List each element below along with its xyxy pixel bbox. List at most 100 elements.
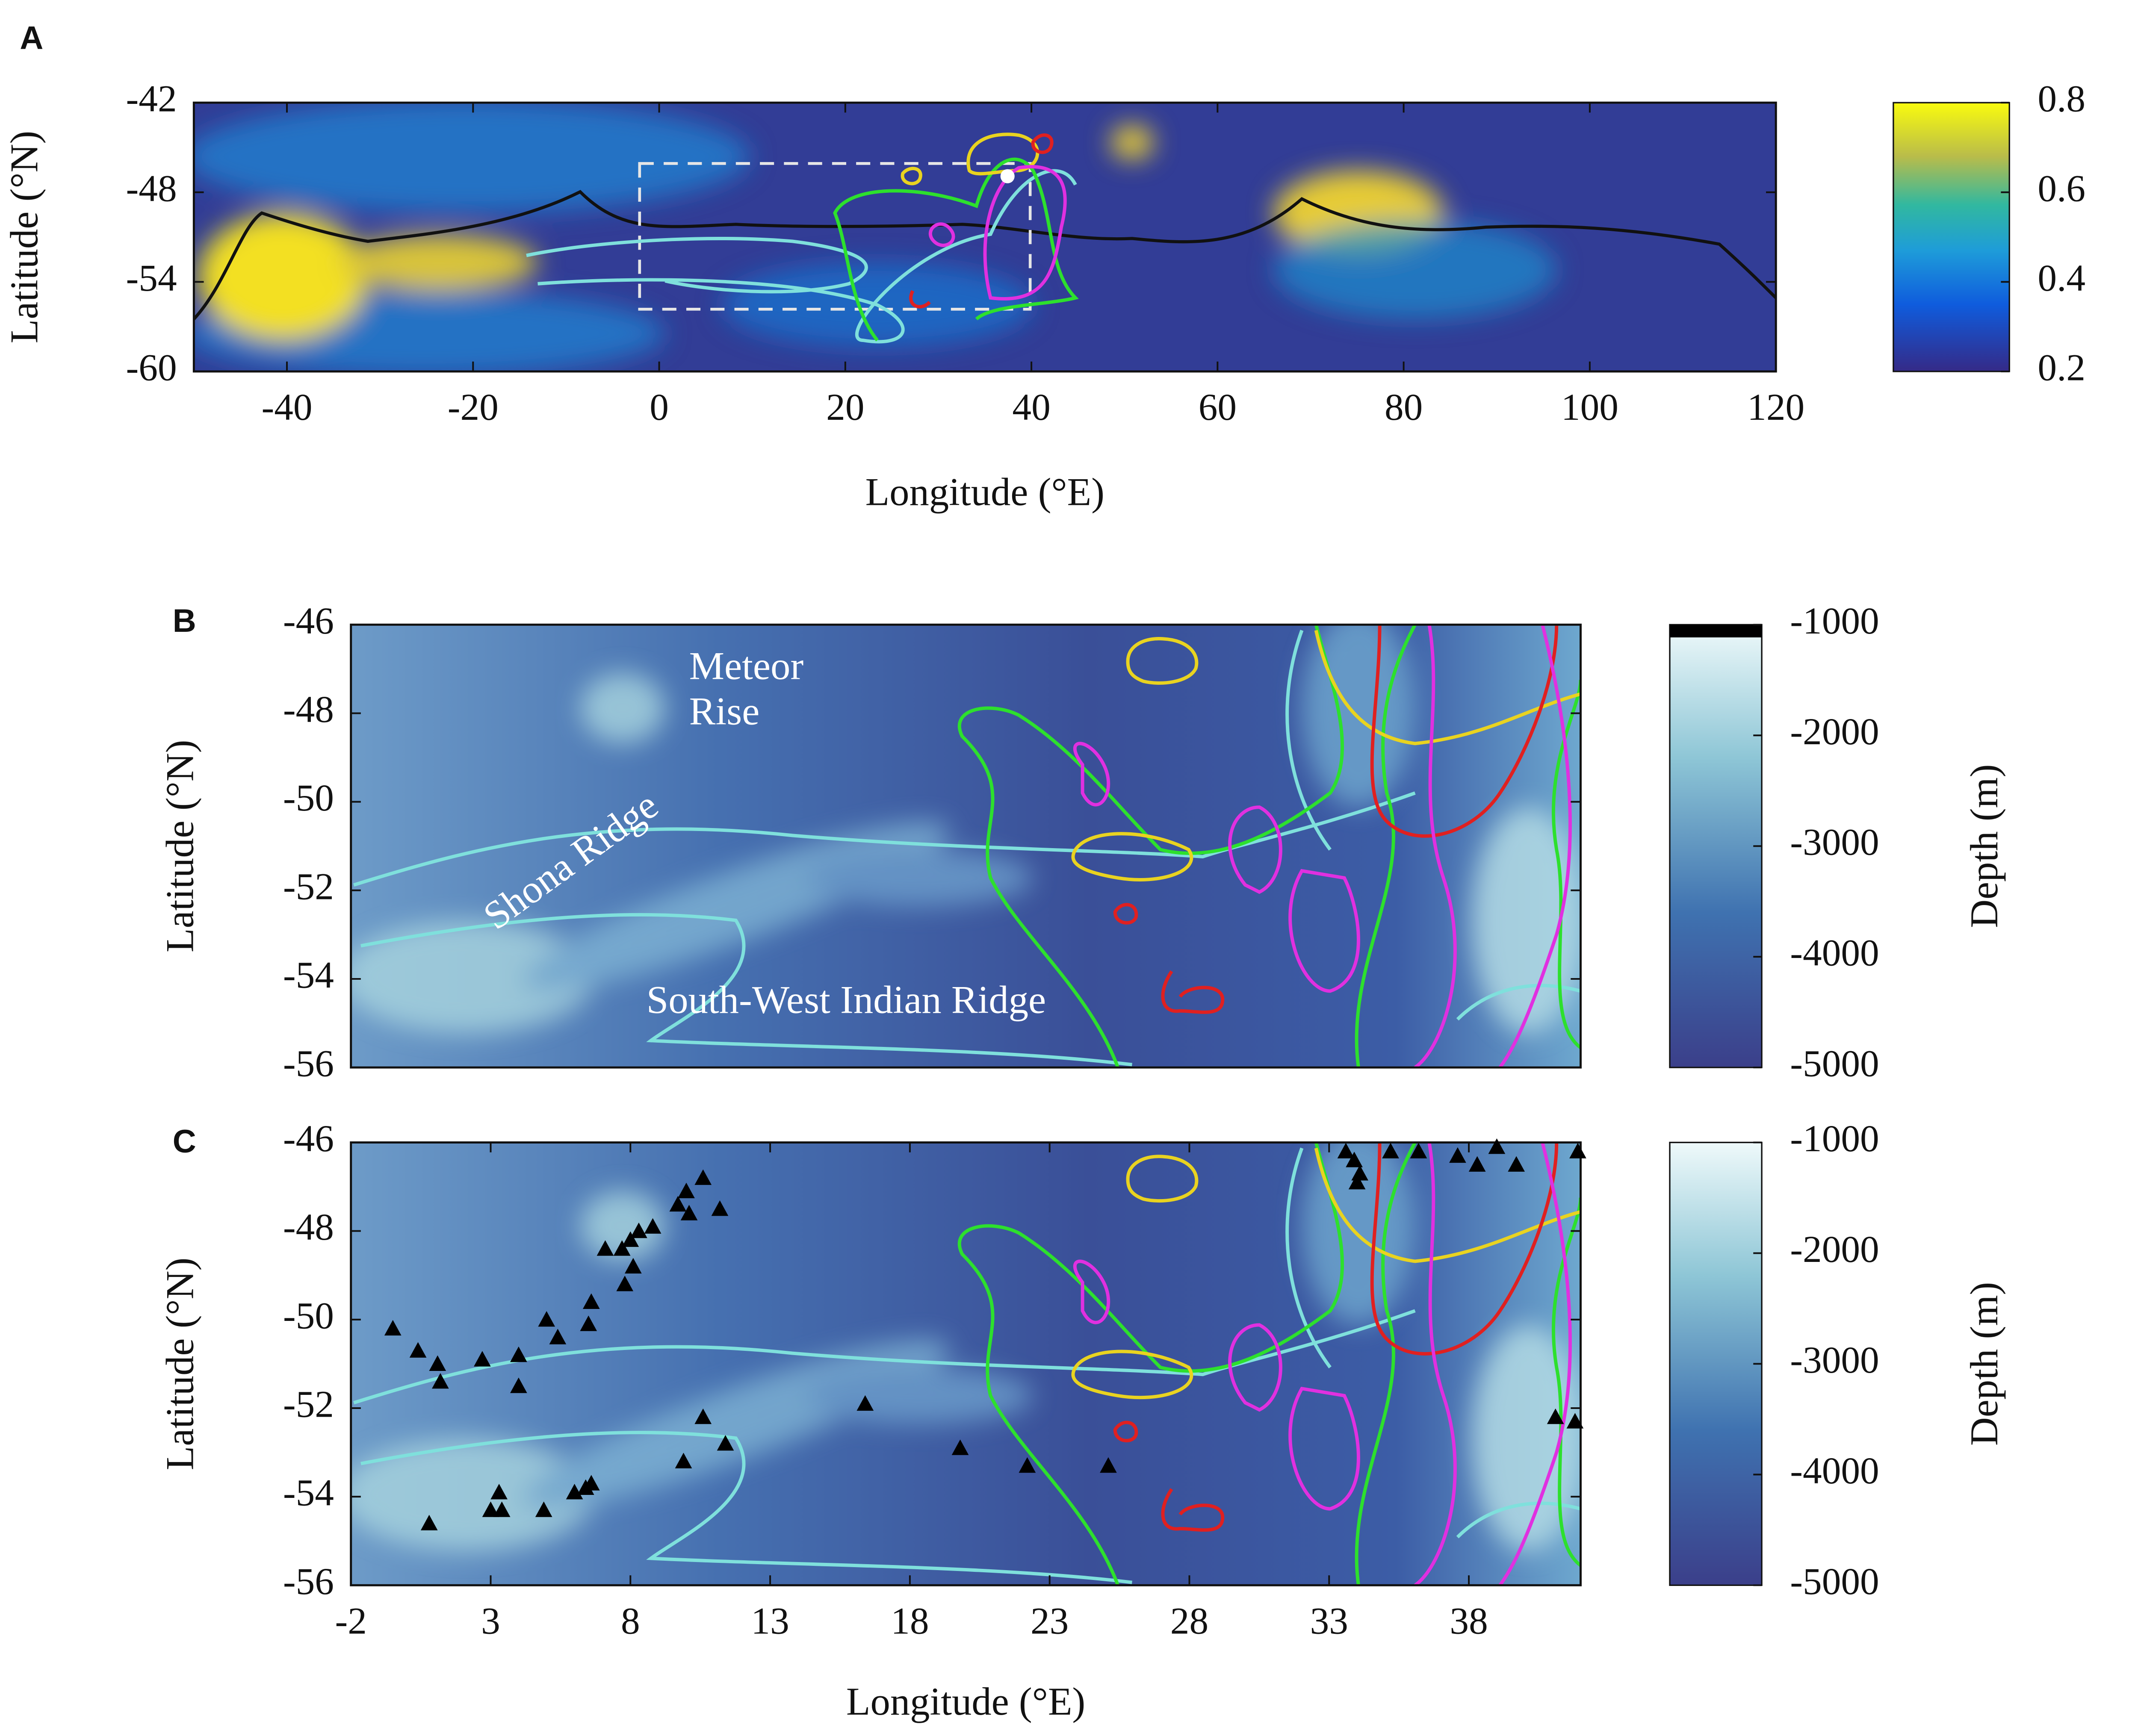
contour <box>957 625 1581 1068</box>
colorbar-tick-label: 0.8 <box>2038 78 2085 120</box>
seamount-marker <box>510 1346 527 1362</box>
y-tick-label: -48 <box>283 1206 334 1248</box>
seamount-marker <box>1346 1152 1363 1167</box>
panel-letter: C <box>173 1123 196 1160</box>
contour <box>1073 625 1572 1068</box>
seamount-marker <box>1468 1156 1486 1172</box>
x-tick-label: 120 <box>1747 386 1804 428</box>
y-axis-label: Latitude (°N) <box>2 131 46 344</box>
seamount-marker <box>580 1315 597 1331</box>
colorbar <box>1669 624 1763 1068</box>
seamount-marker <box>1488 1138 1506 1154</box>
colorbar-tick-label: -4000 <box>1790 1450 1879 1492</box>
seamount-marker <box>549 1329 567 1344</box>
y-tick-label: -56 <box>283 1043 334 1085</box>
seamount-marker <box>535 1501 552 1517</box>
seamount-marker <box>510 1377 527 1393</box>
seamount-marker <box>644 1218 661 1234</box>
front-line <box>194 190 1776 320</box>
seamount-marker <box>717 1435 734 1451</box>
seamount-marker <box>1348 1173 1366 1190</box>
depth-map <box>351 1142 1581 1586</box>
seamount-marker <box>1410 1143 1427 1158</box>
annotation: Rise <box>689 689 760 733</box>
seamount-marker <box>622 1231 639 1247</box>
x-tick-label: 20 <box>826 386 864 428</box>
plot-frame <box>350 1141 1582 1586</box>
seamount-marker <box>597 1240 614 1256</box>
x-tick-label: 100 <box>1561 386 1618 428</box>
contour <box>928 165 1067 301</box>
x-tick-label: 23 <box>1031 1600 1069 1642</box>
colorbar-tick-label: -2000 <box>1790 1228 1879 1270</box>
seamount-marker <box>1547 1408 1564 1424</box>
x-tick-label: 13 <box>751 1600 789 1642</box>
seamount-marker <box>678 1182 695 1198</box>
colorbar-cap <box>1669 625 1762 638</box>
x-tick-label: 18 <box>891 1600 929 1642</box>
panel-letter: B <box>173 603 196 639</box>
x-tick-label: -2 <box>335 1600 366 1642</box>
x-tick-label: 3 <box>481 1600 500 1642</box>
colorbar-tick-label: -3000 <box>1790 821 1879 864</box>
y-tick-label: -54 <box>283 1472 334 1514</box>
colorbar-tick-label: 0.6 <box>2038 167 2085 209</box>
y-tick-label: -52 <box>283 1383 334 1425</box>
seamount-marker <box>694 1169 712 1185</box>
seamount-marker <box>669 1196 687 1212</box>
panel-letter: A <box>20 20 43 56</box>
y-axis-label: Latitude (°N) <box>158 740 202 952</box>
x-tick-label: 33 <box>1310 1600 1348 1642</box>
station-marker <box>1000 169 1015 183</box>
colorbar-label: Depth (m) <box>1962 764 2006 928</box>
y-tick-label: -48 <box>283 688 334 731</box>
x-axis-label: Longitude (°E) <box>865 470 1104 514</box>
seamount-marker <box>1100 1457 1117 1473</box>
seamount-marker <box>694 1408 712 1424</box>
colorbar-tick-label: -5000 <box>1790 1043 1879 1085</box>
seamount-marker <box>582 1293 600 1309</box>
y-tick-label: -54 <box>283 954 334 996</box>
contour <box>1113 625 1559 1014</box>
seamount-marker <box>1508 1156 1525 1172</box>
seamount-marker <box>613 1240 631 1256</box>
y-tick-label: -60 <box>126 346 177 389</box>
seamount-marker <box>429 1355 446 1371</box>
seamount-marker <box>432 1373 449 1389</box>
seamount-marker <box>616 1276 634 1291</box>
seamount-marker <box>566 1483 583 1500</box>
x-tick-label: 40 <box>1012 386 1050 428</box>
colorbar-tick-label: -3000 <box>1790 1339 1879 1381</box>
colorbar-tick-label: -2000 <box>1790 710 1879 753</box>
contour <box>909 133 1054 309</box>
seamount-marker <box>1569 1143 1586 1158</box>
y-tick-label: -42 <box>126 78 177 120</box>
seamount-marker <box>1337 1143 1355 1158</box>
y-tick-label: -46 <box>283 600 334 642</box>
colorbar-label: Depth (m) <box>1962 1282 2006 1446</box>
contour <box>1071 630 1581 881</box>
depth-map <box>351 625 1581 1068</box>
colorbar-tick-label: 0.4 <box>2038 257 2085 299</box>
colorbar-tick-label: 0.2 <box>2038 346 2085 389</box>
colorbar <box>1893 102 2010 372</box>
seamount-marker <box>1449 1147 1466 1163</box>
plot-frame <box>192 101 1777 373</box>
x-tick-label: -40 <box>261 386 312 428</box>
seamount-marker <box>675 1453 692 1468</box>
seamount-marker <box>474 1351 491 1367</box>
contour <box>353 630 1581 1067</box>
x-axis-label: Longitude (°E) <box>846 1680 1085 1724</box>
plot-frame <box>350 623 1582 1069</box>
x-tick-label: 60 <box>1199 386 1237 428</box>
seamount-marker <box>680 1205 698 1220</box>
seamount-marker <box>630 1222 647 1238</box>
seamount-marker <box>384 1320 402 1336</box>
y-tick-label: -56 <box>283 1560 334 1603</box>
seamount-marker <box>420 1515 438 1530</box>
x-tick-label: 80 <box>1385 386 1423 428</box>
seamount-marker <box>1019 1457 1036 1473</box>
colorbar-tick-label: -1000 <box>1790 600 1879 642</box>
colorbar-tick-label: -1000 <box>1790 1117 1879 1160</box>
